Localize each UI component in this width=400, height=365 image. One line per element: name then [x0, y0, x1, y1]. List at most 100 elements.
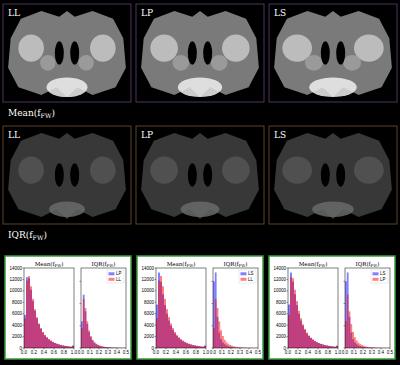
histogram-bar	[290, 277, 292, 348]
histogram-bar	[296, 301, 298, 348]
plot-frame	[81, 268, 126, 348]
histogram-bar	[318, 343, 320, 348]
histogram-bar	[38, 323, 40, 348]
y-tick-label: 4000	[12, 323, 23, 328]
histogram-bar	[62, 345, 64, 348]
ventricle	[321, 163, 330, 187]
subplot-title-tail: )	[325, 261, 327, 267]
x-tick-label: 0.1	[351, 350, 358, 355]
histogram-bar	[66, 346, 68, 348]
legend-swatch	[373, 272, 379, 275]
y-tick	[287, 290, 289, 291]
legend: LPLL	[107, 270, 124, 283]
histogram-bar	[352, 332, 354, 348]
y-tick	[23, 302, 25, 303]
background	[0, 0, 400, 365]
subplot-title-main: Mean(f	[167, 261, 188, 267]
histogram-bar	[302, 324, 304, 348]
ventricle	[188, 41, 197, 65]
histogram-bar	[345, 281, 347, 348]
subplot-title: IQR(fFW)	[356, 261, 380, 268]
x-tick-label: 0.2	[295, 350, 302, 355]
histogram-bar	[306, 333, 308, 348]
histogram-bar	[336, 346, 338, 348]
brain-region	[222, 156, 250, 183]
histogram-bar	[40, 328, 42, 348]
histogram-bar	[58, 344, 60, 348]
panel-frame	[136, 126, 264, 224]
histogram-bar	[326, 346, 328, 348]
histogram-bar	[198, 346, 200, 348]
row-caption-sub: FW	[41, 112, 52, 119]
x-tick-label: 1.0	[71, 350, 78, 355]
histogram-bar	[220, 330, 222, 348]
y-tick	[23, 268, 25, 269]
histogram-bar	[182, 341, 184, 348]
x-tick-label: 0.8	[325, 350, 332, 355]
histogram-bar	[42, 332, 44, 348]
y-tick	[155, 336, 157, 337]
row-caption-main: IQR(f	[8, 230, 33, 240]
histogram: 0.00.10.20.30.40.5IQR(fFW)LSLP	[342, 261, 394, 356]
x-tick-label: 0.4	[305, 350, 312, 355]
subplot-title-tail: )	[193, 261, 195, 267]
subplot-title-tail: )	[245, 261, 247, 267]
histogram-bar	[198, 346, 200, 348]
x-tick-label: 0.1	[87, 350, 94, 355]
plot-frame	[156, 268, 206, 348]
histogram-bar	[164, 299, 166, 348]
histogram-bar	[308, 335, 310, 348]
x-tick-label: 0.1	[219, 350, 226, 355]
y-tick	[23, 348, 25, 349]
histogram-bar	[204, 346, 206, 348]
histogram-bar	[52, 342, 54, 348]
histogram-bar	[94, 343, 96, 348]
y-tick-label: 2000	[276, 334, 287, 339]
legend-swatch	[241, 272, 247, 275]
brain-slice	[141, 133, 259, 219]
legend: LSLP	[371, 270, 388, 283]
histogram-bar	[215, 272, 217, 348]
x-tick-label: 0.3	[105, 350, 112, 355]
brain-region	[282, 156, 312, 183]
panel-frame	[3, 126, 131, 224]
histogram-bar	[190, 344, 192, 348]
histogram-bar	[54, 343, 56, 348]
y-tick-label: 6000	[276, 311, 287, 316]
image-panel: LL	[3, 126, 131, 224]
legend-swatch	[109, 272, 115, 275]
histogram-bar	[56, 344, 58, 348]
histogram-bar	[314, 341, 316, 348]
x-tick-label: 0.2	[360, 350, 367, 355]
y-tick-label: 10000	[141, 288, 154, 293]
histogram-box	[269, 256, 395, 359]
histogram-bar	[88, 330, 90, 348]
x-tick-label: 0.2	[228, 350, 235, 355]
histogram: 0.00.20.40.60.81.00200040006000800010000…	[9, 261, 77, 356]
y-tick-label: 2000	[144, 334, 155, 339]
row-caption-tail: )	[51, 108, 55, 118]
histogram-bar	[83, 299, 85, 348]
y-tick	[344, 348, 346, 349]
histogram-bar	[97, 345, 99, 348]
y-tick-label: 8000	[12, 300, 23, 305]
panel-frame	[269, 126, 397, 224]
histogram-bar	[226, 342, 228, 348]
histogram-bar	[160, 276, 162, 348]
image-panel: LP	[136, 126, 264, 224]
x-tick-label: 0.4	[41, 350, 48, 355]
x-tick-label: 0.6	[315, 350, 322, 355]
histogram-bar	[178, 337, 180, 348]
x-tick-label: 0.6	[51, 350, 58, 355]
histogram-bar	[60, 345, 62, 348]
histogram-bar	[326, 345, 328, 348]
histogram-bar	[330, 346, 332, 348]
histogram-bar	[40, 329, 42, 348]
histogram-bar	[28, 276, 30, 348]
histogram-bar	[178, 338, 180, 348]
y-tick	[212, 281, 214, 282]
histogram-bar	[94, 342, 96, 348]
y-tick	[23, 325, 25, 326]
histogram-bar	[64, 346, 66, 348]
ventricle	[188, 163, 197, 187]
